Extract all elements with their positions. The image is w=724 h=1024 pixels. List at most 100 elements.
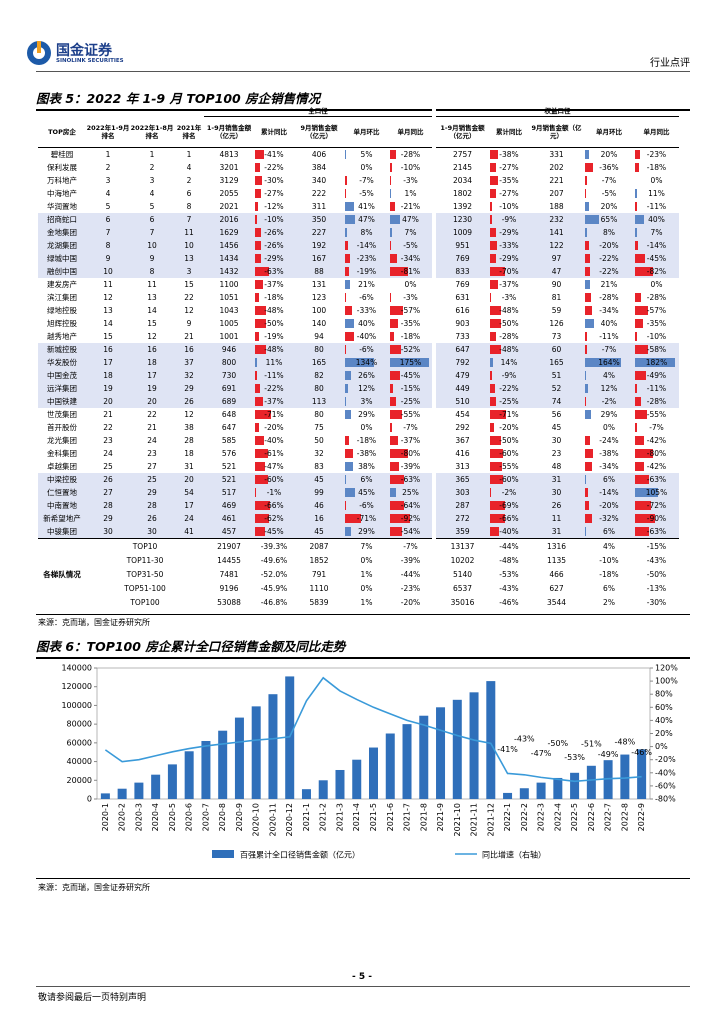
table-cell: 26 — [529, 499, 584, 512]
summary-cell: -44% — [499, 541, 519, 551]
table-row: 龙湖集团 8 10 10 1456 -26% 192 -14% -5% 951 -33% 122 -20… — [38, 239, 679, 252]
cell-text: -58% — [646, 345, 667, 354]
table-cell: 20% — [584, 148, 634, 162]
bar — [436, 707, 446, 799]
cell-text: 21 — [184, 332, 194, 341]
table-cell: 融创中国 — [38, 265, 86, 278]
cell-bar — [255, 254, 262, 263]
y-tick-label: 0 — [87, 795, 92, 804]
cell-bar — [345, 527, 352, 536]
cell-text: 730 — [221, 371, 237, 380]
cell-text: 631 — [455, 293, 470, 302]
table-cell: 131 — [294, 278, 344, 291]
summary-cell: 2% — [603, 597, 615, 607]
cell-bar — [585, 475, 587, 484]
table-cell: 2021 — [204, 200, 254, 213]
cell-bar — [635, 358, 676, 367]
cell-text: 12 — [184, 410, 194, 419]
table-cell: 406 — [294, 148, 344, 162]
cell-text: -32% — [599, 514, 619, 523]
bar — [318, 780, 328, 799]
cell-bar — [585, 501, 590, 510]
cell-bar — [490, 501, 506, 510]
table-cell: -38% — [584, 447, 634, 460]
column-head: 9月销售金额（亿元） — [300, 124, 338, 140]
cell-text: 38 — [184, 423, 194, 432]
table-cell: 29% — [344, 525, 389, 539]
table-cell: -29% — [254, 252, 294, 265]
cell-bar — [390, 384, 394, 393]
cell-text: 3 — [186, 267, 192, 276]
cell-bar — [390, 228, 392, 237]
cell-bar — [390, 293, 391, 302]
cell-bar — [255, 410, 271, 419]
table-cell: -34% — [584, 460, 634, 473]
table-cell: 13 — [130, 291, 174, 304]
cell-text: 311 — [311, 202, 327, 211]
cell-bar — [490, 189, 496, 198]
summary-cell: TOP31-50 — [126, 569, 164, 579]
bar — [503, 792, 513, 799]
table-cell: -34% — [389, 252, 434, 265]
cell-bar — [345, 176, 347, 185]
x-tick-label: 2020-12 — [285, 803, 294, 836]
x-tick-label: 2022-8 — [620, 803, 629, 831]
cell-bar — [585, 150, 590, 159]
cell-text: 585 — [221, 436, 237, 445]
cell-bar — [585, 319, 594, 328]
table-cell: 4% — [584, 369, 634, 382]
table-cell: -5% — [584, 187, 634, 200]
table-cell: -81% — [389, 265, 434, 278]
table-cell: -47% — [254, 460, 294, 473]
cell-text: 6% — [603, 527, 615, 536]
cell-text: 16 — [314, 514, 324, 523]
cell-bar — [635, 345, 648, 354]
cell-text: -60% — [499, 449, 519, 458]
cell-text: -6% — [359, 293, 374, 302]
table-cell: -49% — [634, 369, 679, 382]
table-cell: 15 — [174, 278, 204, 291]
table-cell: -21% — [389, 200, 434, 213]
cell-text: 0% — [603, 423, 615, 432]
cell-text: 龙光集团 — [47, 436, 77, 445]
cell-text: -2% — [501, 488, 517, 497]
cell-bar — [585, 215, 600, 224]
cell-text: 188 — [549, 202, 564, 211]
x-tick-label: 2021-12 — [486, 803, 495, 836]
cell-text: -90% — [646, 514, 667, 523]
cell-text: -57% — [646, 306, 667, 315]
cell-text: 25 — [103, 462, 113, 471]
table-cell: 22 — [174, 291, 204, 304]
cell-text: -3% — [403, 293, 418, 302]
table-cell: 16 — [130, 343, 174, 356]
cell-text: 4% — [603, 371, 615, 380]
table-cell: -38% — [489, 148, 529, 162]
cell-bar — [390, 163, 393, 172]
cell-text: 8 — [105, 241, 111, 250]
cell-text: -49% — [646, 371, 667, 380]
table-cell: -60% — [254, 473, 294, 486]
cell-bar — [635, 488, 659, 497]
cell-text: -35% — [499, 176, 519, 185]
cell-text: 新希望地产 — [43, 514, 81, 523]
cell-text: -25% — [400, 397, 421, 406]
x-tick-label: 2021-10 — [453, 803, 462, 836]
cell-text: 22 — [184, 293, 194, 302]
cell-bar — [585, 358, 622, 367]
cell-text: -7% — [601, 345, 617, 354]
cell-bar — [635, 215, 644, 224]
table-cell: 3129 — [204, 174, 254, 187]
cell-text: 10 — [147, 241, 157, 250]
cell-text: 202 — [549, 163, 564, 172]
cell-bar — [585, 436, 591, 445]
x-tick-label: 2022-6 — [587, 803, 596, 831]
cell-text: 3129 — [219, 176, 239, 185]
cell-text: 359 — [455, 527, 470, 536]
cell-text: 40% — [358, 319, 375, 328]
cell-text: 32 — [314, 449, 324, 458]
cell-bar — [345, 150, 347, 159]
cell-text: 46 — [314, 501, 324, 510]
cell-text: 41% — [358, 202, 375, 211]
table-cell: 182% — [634, 356, 679, 369]
cell-bar — [345, 293, 347, 302]
